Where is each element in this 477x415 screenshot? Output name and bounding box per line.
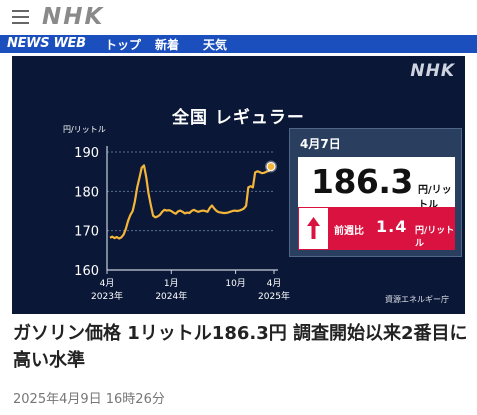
x-tick-label-year: 2023年 (91, 290, 123, 302)
nhk-logo[interactable]: NHK (42, 4, 105, 30)
news-graphic: 160 170 180 190 円/リットル 4月 2023年 1月 2024年 10月 4月 202… (12, 56, 465, 314)
x-tick-label-month: 1月 (164, 278, 179, 289)
y-tick-label: 190 (74, 146, 99, 161)
nav-link-top[interactable]: トップ (105, 38, 142, 52)
x-tick-label-month: 10月 (225, 278, 245, 289)
nav-link-new[interactable]: 新着 (155, 38, 180, 52)
up-arrow-icon (298, 207, 329, 250)
y-tick-label: 170 (74, 225, 99, 240)
weekly-change-value: 1.4 (376, 217, 408, 236)
data-source: 資源エネルギー庁 (385, 295, 449, 304)
price-line (109, 164, 272, 240)
y-tick-label: 180 (74, 185, 99, 200)
y-tick-label: 160 (74, 264, 99, 279)
nav-link-weather[interactable]: 天気 (203, 38, 228, 52)
article-headline[interactable]: ガソリン価格 1リットル186.3円 調査開始以来2番目に高い水準 (13, 323, 468, 371)
price-unit: 円/リットル (418, 185, 452, 211)
news-web-brand[interactable]: NEWS WEB (7, 36, 86, 51)
weekly-change-unit: 円/リットル (415, 226, 455, 249)
price-panel: 4月7日 186.3 円/リットル 前週比 1.4 円/リットル (289, 128, 462, 257)
graphic-title: 全国 レギュラー (172, 108, 305, 128)
latest-point (266, 161, 276, 172)
nav-bar: NEWS WEB トップ 新着 天気 (0, 35, 477, 53)
x-tick-label-year: 2024年 (155, 290, 187, 302)
current-price: 186.3 (311, 162, 413, 201)
hamburger-menu-icon[interactable] (12, 9, 29, 25)
x-tick-label-month: 4月 (267, 278, 282, 289)
article-timestamp: 2025年4月9日 16時26分 (13, 392, 165, 407)
x-tick-label-month: 4月 (100, 278, 115, 289)
weekly-change-label: 前週比 (334, 226, 364, 237)
panel-date: 4月7日 (300, 137, 341, 151)
y-axis-unit: 円/リットル (63, 125, 106, 134)
weekly-change-bar: 前週比 1.4 円/リットル (298, 207, 455, 250)
panel-price-box: 186.3 円/リットル 前週比 1.4 円/リットル (298, 157, 455, 250)
x-tick-label-year: 2025年 (258, 290, 290, 302)
header-bar: NHK (0, 0, 477, 35)
graphic-nhk-logo: NHK (410, 61, 455, 81)
